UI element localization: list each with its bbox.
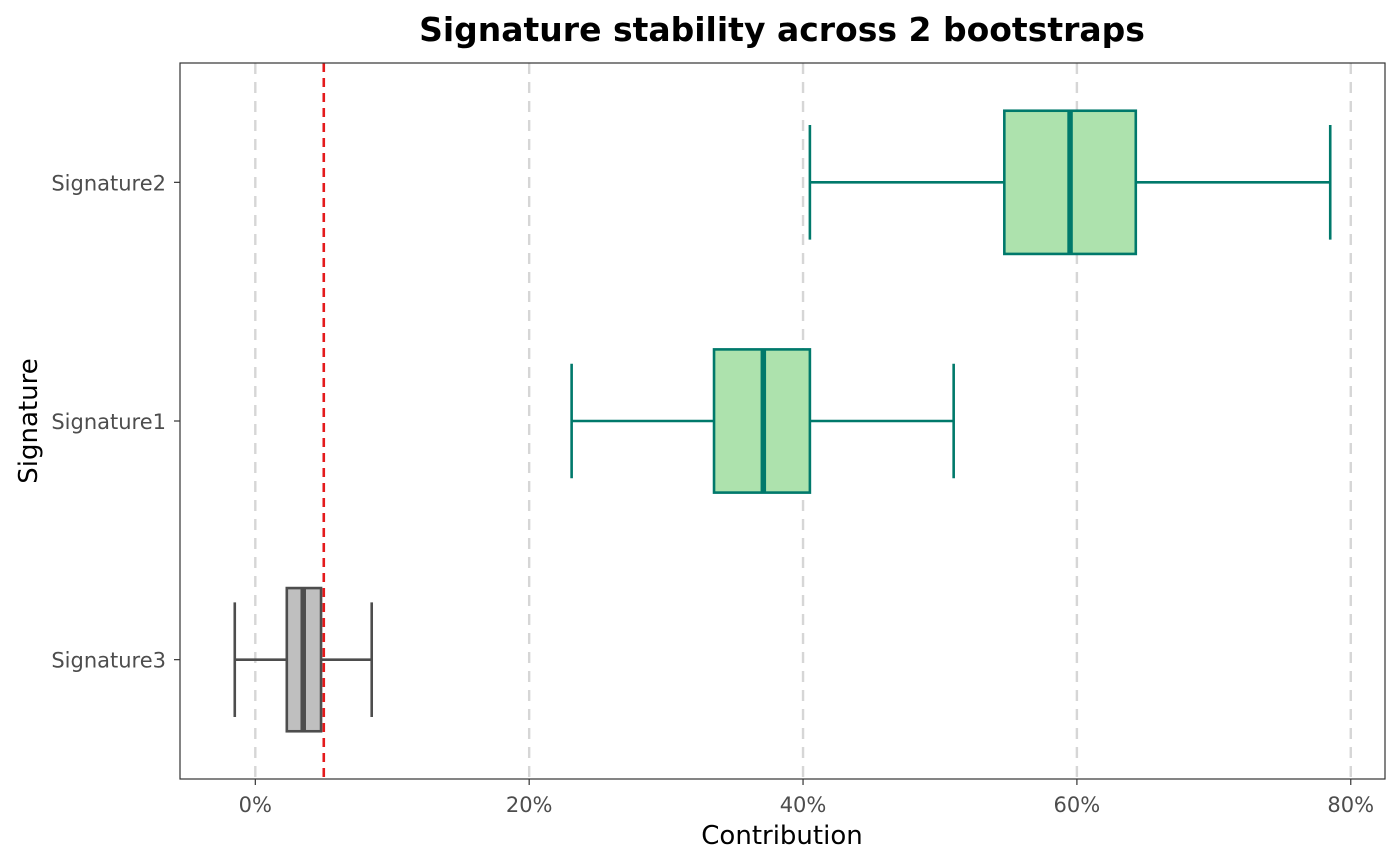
- boxplot-signature2: [808, 109, 1332, 256]
- box-series: [233, 109, 1332, 733]
- x-tick-label-4: 80%: [1327, 793, 1374, 817]
- x-tick-label-3: 60%: [1054, 793, 1101, 817]
- x-tick-label-2: 40%: [780, 793, 827, 817]
- y-tick-label-2: Signature3: [51, 649, 166, 673]
- axes: 0% 20% 40% 60% 80% Signature2 Signature1 Signat…: [51, 171, 1374, 817]
- x-tick-label-1: 20%: [506, 793, 553, 817]
- x-axis-title: Contribution: [701, 821, 862, 851]
- boxplot-signature3: [233, 586, 374, 733]
- y-tick-label-0: Signature2: [51, 171, 166, 195]
- boxplot-signature1: [570, 348, 955, 494]
- chart-title: Signature stability across 2 bootstraps: [419, 10, 1145, 49]
- x-tick-label-0: 0%: [239, 793, 272, 817]
- y-axis-title: Signature: [14, 358, 44, 483]
- y-tick-label-1: Signature1: [51, 410, 166, 434]
